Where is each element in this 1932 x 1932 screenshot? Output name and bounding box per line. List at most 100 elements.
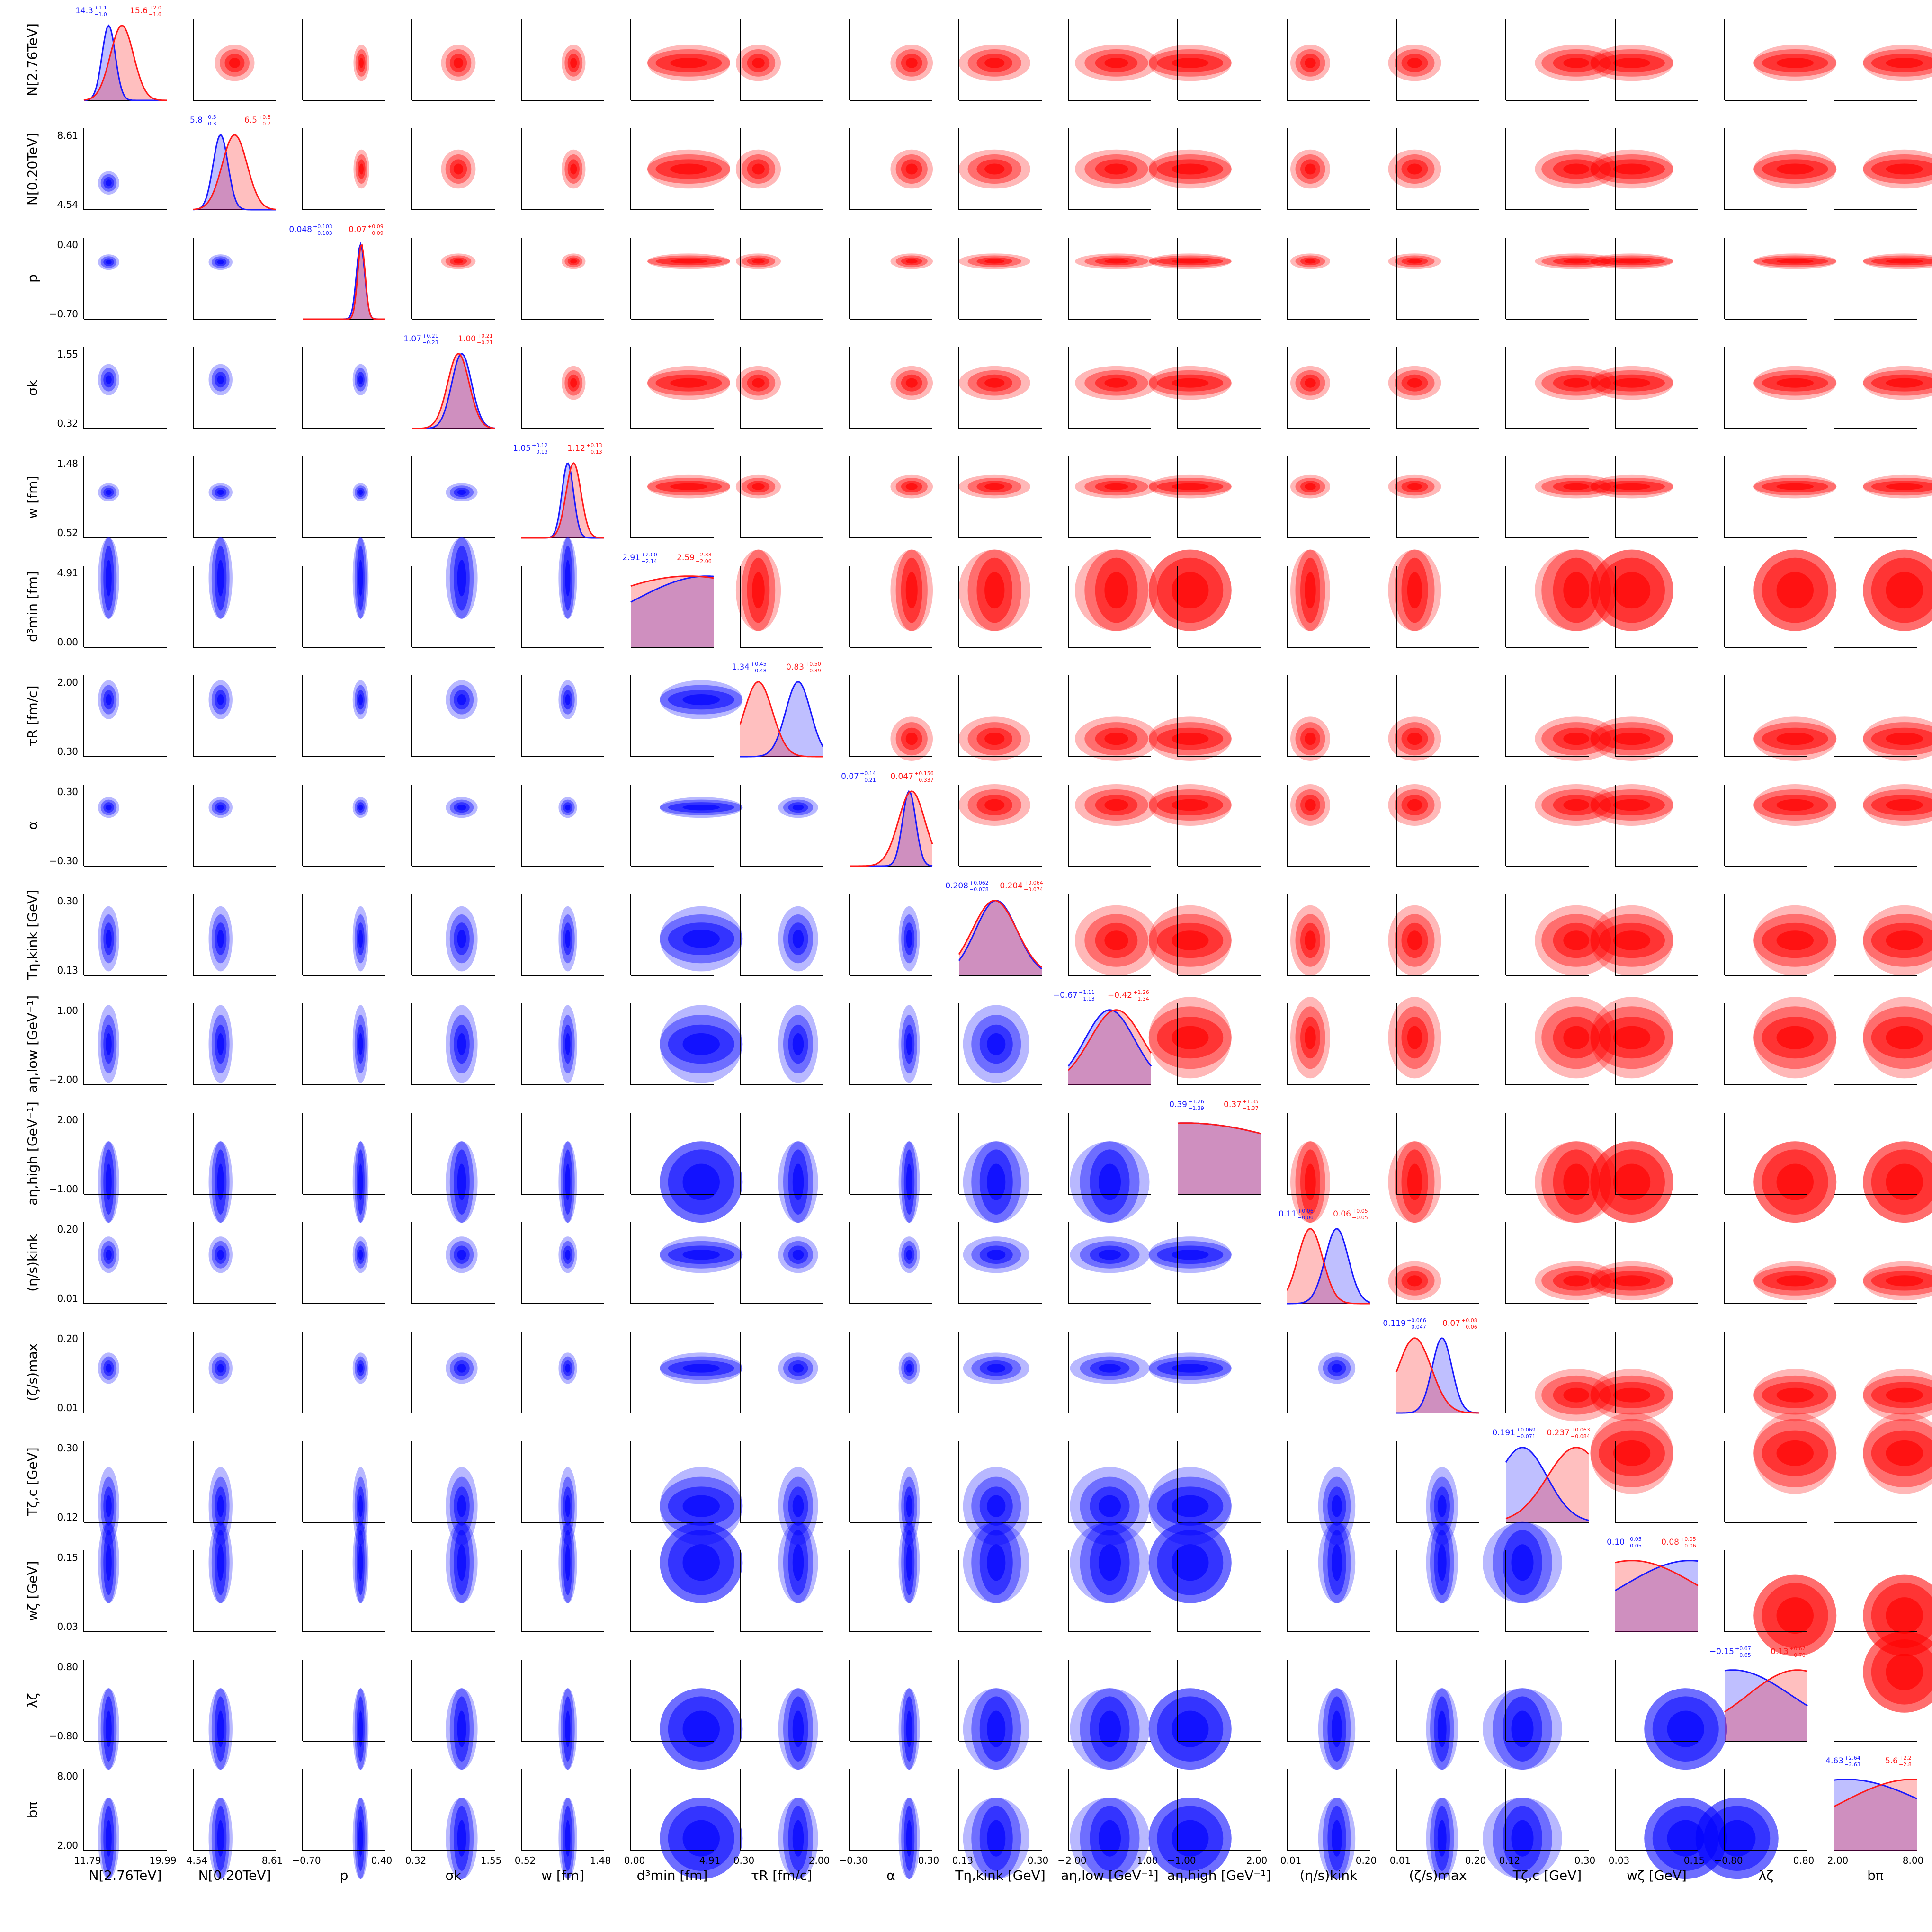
- marginal-curve-a: [303, 242, 385, 320]
- panel-9-16: [1834, 997, 1932, 1085]
- density-contour: [457, 1163, 466, 1200]
- density-contour: [1407, 930, 1422, 950]
- density-contour: [1886, 733, 1923, 745]
- panel-12-3: [411, 1332, 495, 1413]
- density-contour: [1332, 1710, 1342, 1747]
- density-contour: [457, 1710, 466, 1747]
- density-contour: [792, 1163, 804, 1200]
- y-tick-label: −0.30: [49, 855, 78, 867]
- stat-minus-b: −0.084: [1571, 1433, 1590, 1440]
- density-contour: [1511, 1544, 1534, 1581]
- density-contour: [984, 259, 1005, 264]
- stat-minus-b: −1.37: [1243, 1105, 1259, 1111]
- panel-5-15: [1724, 549, 1837, 648]
- stat-label-b: 1.12: [567, 444, 585, 453]
- stat-label-b: 15.6: [130, 6, 148, 16]
- density-contour: [565, 694, 571, 706]
- panel-12-15: [1724, 1332, 1837, 1422]
- stat-plus-b: +2.33: [696, 552, 712, 558]
- density-contour: [1098, 1364, 1121, 1373]
- density-contour: [682, 1544, 720, 1581]
- x-tick-label: 0.30: [918, 1855, 939, 1866]
- density-contour: [453, 163, 464, 175]
- panel-15-16: [1834, 1631, 1932, 1742]
- density-contour: [565, 1163, 571, 1200]
- panel-5-0: 4.91 0.00: [57, 537, 167, 648]
- panel-3-6: [735, 347, 823, 429]
- density-contour: [984, 58, 1005, 68]
- y-tick-label: 2.00: [57, 1840, 78, 1851]
- density-contour: [217, 1544, 224, 1581]
- panel-8-10: [1148, 894, 1261, 976]
- density-contour: [457, 560, 466, 597]
- density-contour: [106, 1163, 112, 1200]
- panel-1-15: [1724, 128, 1837, 210]
- density-contour: [1437, 1710, 1447, 1747]
- panel-8-1: [193, 894, 276, 976]
- density-contour: [1098, 1544, 1121, 1581]
- panel-16-15: −0.80 0.80: [1695, 1769, 1814, 1879]
- panel-8-6: [740, 894, 823, 976]
- y-tick-label: 0.40: [57, 239, 78, 250]
- panel-4-6: [735, 456, 823, 538]
- density-contour: [987, 1250, 1006, 1260]
- density-contour: [1305, 930, 1316, 950]
- density-contour: [358, 1250, 363, 1260]
- y-tick-label: 4.54: [57, 199, 78, 210]
- panel-3-2: [302, 347, 385, 429]
- x-tick-label: 8.61: [262, 1855, 283, 1866]
- density-contour: [1172, 58, 1209, 68]
- panel-16-2: −0.70 0.40: [292, 1769, 392, 1879]
- panel-11-2: [302, 1222, 385, 1304]
- marginal-curve-b: [193, 134, 277, 210]
- panel-1-3: [411, 128, 495, 210]
- density-contour: [358, 804, 363, 811]
- density-contour: [106, 1544, 112, 1581]
- panel-0-0: 14.3 +1.1−1.0 15.6 +2.0−1.6: [75, 5, 167, 101]
- density-contour: [792, 804, 804, 811]
- panel-10-16: [1834, 1113, 1932, 1223]
- density-contour: [457, 1544, 466, 1581]
- panel-6-9: [1068, 675, 1158, 761]
- panel-9-3: [411, 1003, 495, 1085]
- stat-plus-b: +0.09: [367, 224, 384, 230]
- density-contour: [987, 1495, 1006, 1517]
- panel-11-15: [1724, 1222, 1837, 1304]
- y-axis-label: bπ: [25, 1802, 40, 1818]
- panel-9-1: [193, 1003, 276, 1085]
- density-contour: [358, 1033, 363, 1055]
- panel-6-3: [411, 675, 495, 757]
- density-contour: [1407, 799, 1422, 811]
- panel-10-13: [1505, 1113, 1618, 1223]
- panel-5-9: [1068, 549, 1158, 648]
- panel-12-14: [1590, 1332, 1698, 1422]
- stat-label-a: 1.05: [513, 444, 531, 453]
- density-contour: [1104, 378, 1128, 388]
- panel-0-11: [1287, 19, 1370, 101]
- stat-plus-b: +0.8: [258, 114, 271, 120]
- panel-2-7: [849, 238, 933, 320]
- stat-label-b: 6.5: [244, 116, 257, 125]
- y-tick-label: 1.00: [57, 1005, 78, 1016]
- x-tick-label: 0.20: [1465, 1855, 1486, 1866]
- panel-5-2: [302, 537, 385, 648]
- x-axis-label: (ζ/s)max: [1409, 1868, 1467, 1883]
- panel-9-11: [1287, 997, 1370, 1085]
- density-contour: [1776, 799, 1814, 811]
- panel-2-14: [1590, 238, 1698, 320]
- density-contour: [565, 1820, 571, 1857]
- marginal-fill-a: [959, 900, 1042, 975]
- panel-2-2: 0.048 +0.103−0.103 0.07 +0.09−0.09: [289, 224, 385, 320]
- panel-15-12: [1396, 1660, 1479, 1770]
- marginal-curve-b: [1505, 1447, 1590, 1520]
- density-contour: [1437, 1544, 1447, 1581]
- density-contour: [1305, 1163, 1316, 1200]
- panel-1-13: [1505, 128, 1618, 210]
- marginal-fill-a: [412, 353, 495, 429]
- density-contour: [752, 58, 765, 68]
- density-contour: [106, 804, 112, 811]
- y-axis-label: p: [25, 274, 40, 283]
- density-contour: [1613, 259, 1651, 264]
- panel-4-8: [958, 456, 1042, 538]
- panel-0-4: [521, 19, 604, 101]
